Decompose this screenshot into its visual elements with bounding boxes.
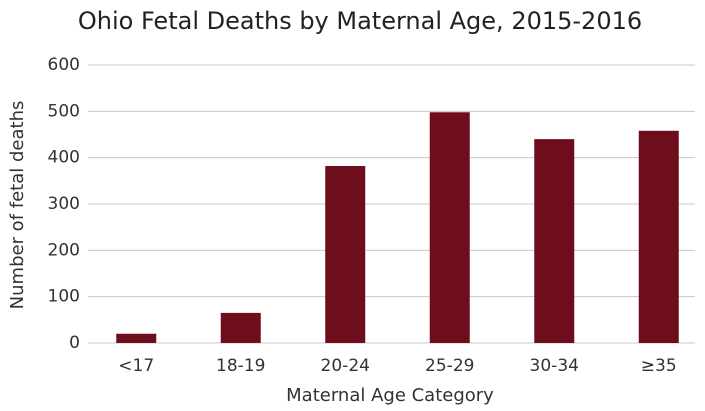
y-tick-label: 600: [48, 55, 80, 75]
y-tick-label: 0: [69, 333, 80, 353]
y-tick-label: 300: [48, 194, 80, 214]
chart-title: Ohio Fetal Deaths by Maternal Age, 2015-…: [78, 7, 642, 35]
y-tick-label: 500: [48, 101, 80, 121]
x-axis-label: Maternal Age Category: [286, 385, 494, 406]
bar: [429, 112, 470, 343]
bar: [220, 312, 261, 343]
bar: [638, 130, 679, 343]
x-tick-label: 18-19: [216, 356, 265, 376]
bar: [116, 333, 157, 343]
y-axis-label: Number of fetal deaths: [7, 101, 28, 310]
x-tick-label: 20-24: [321, 356, 370, 376]
x-tick-label: 30-34: [530, 356, 579, 376]
x-tick-label: ≥35: [641, 356, 677, 376]
x-tick-label: <17: [118, 356, 154, 376]
y-tick-label: 200: [48, 240, 80, 260]
x-tick-label: 25-29: [425, 356, 474, 376]
bar: [534, 139, 575, 343]
y-tick-label: 400: [48, 148, 80, 168]
y-tick-label: 100: [48, 287, 80, 307]
bar: [325, 166, 366, 343]
